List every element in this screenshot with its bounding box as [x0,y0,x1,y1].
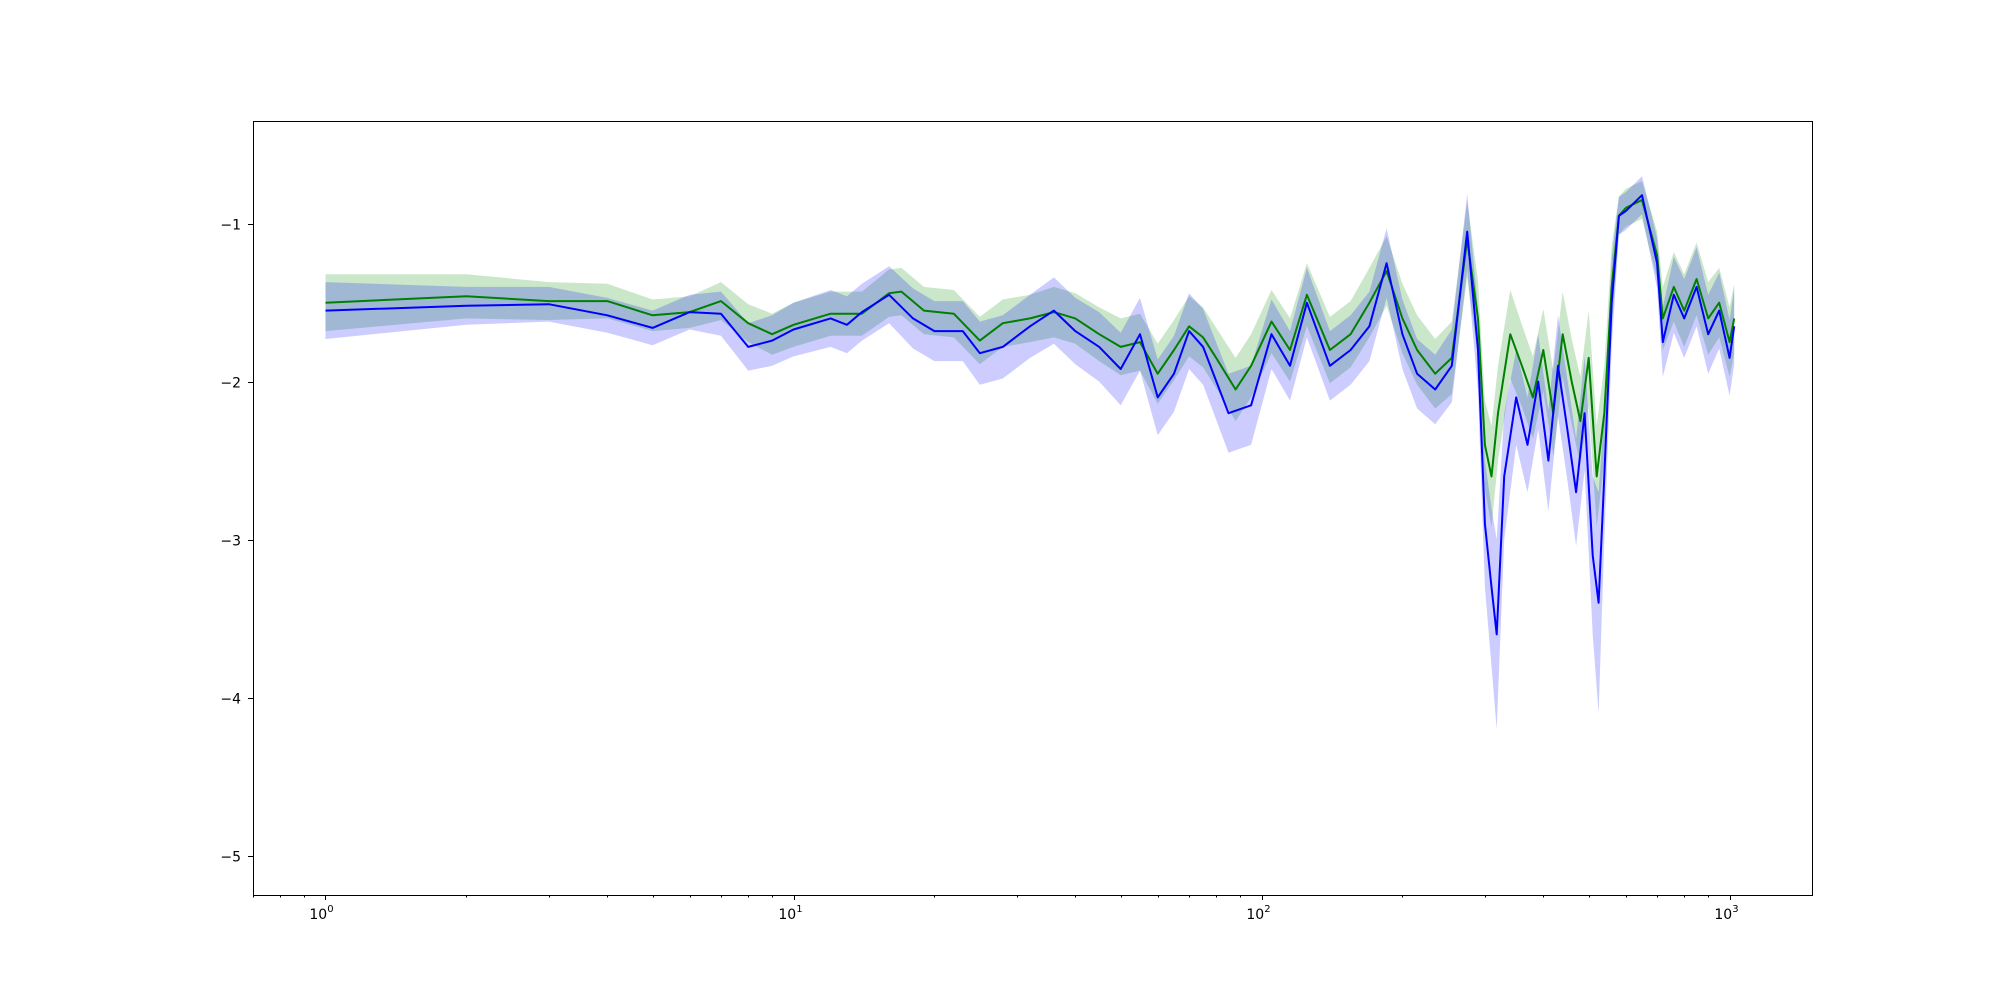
x-tick-label: 100 [309,904,333,923]
y-tick-label: −5 [220,850,241,866]
plot-area [253,121,1812,895]
x-tick-base: 10 [778,907,796,923]
series-2-band [325,176,1735,730]
y-tick-label: −2 [220,376,241,392]
series-lines [325,194,1736,636]
confidence-bands [325,176,1735,730]
x-tick-base: 10 [1714,907,1732,923]
x-axis: 100 101 102 103 [253,895,1739,923]
y-tick-label: −1 [220,218,241,234]
x-tick-base: 10 [309,907,327,923]
x-tick-label: 103 [1714,904,1738,923]
series-2-line [325,194,1736,636]
x-tick-label: 101 [778,904,802,923]
y-tick-label: −4 [220,692,241,708]
axes-frame [253,121,1813,896]
x-tick-exponent: 0 [327,904,333,915]
y-axis: −1 −2 −3 −4 −5 [220,218,253,866]
y-tick-label: −3 [220,534,241,550]
x-tick-label: 102 [1246,904,1270,923]
x-tick-exponent: 1 [796,904,802,915]
x-tick-exponent: 2 [1264,904,1270,915]
series-1-band [325,181,1735,527]
x-tick-base: 10 [1246,907,1264,923]
x-tick-exponent: 3 [1732,904,1738,915]
